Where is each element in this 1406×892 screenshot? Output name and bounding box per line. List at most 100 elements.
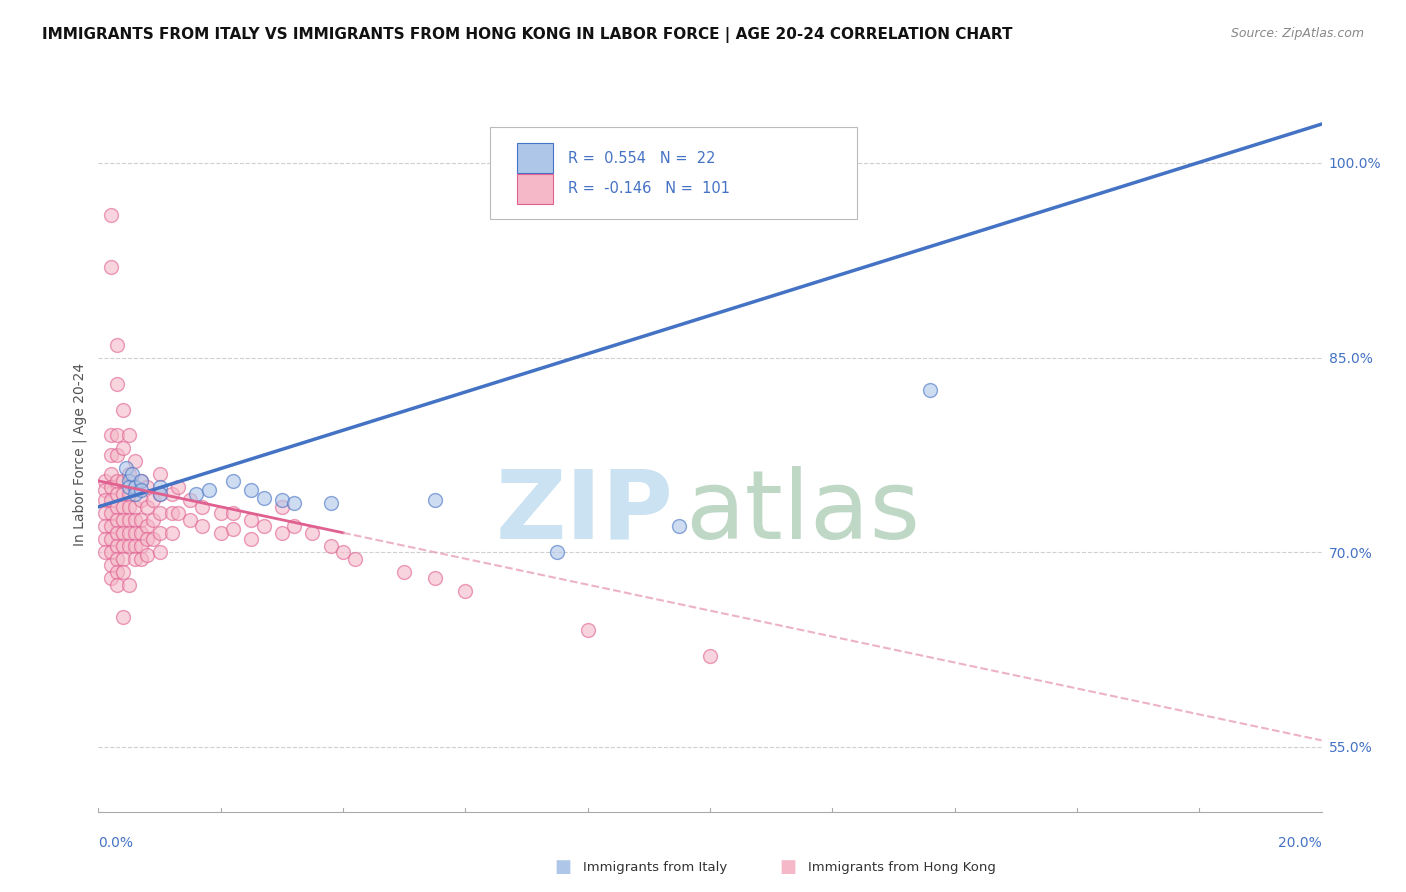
Point <box>129 525 152 540</box>
Point <box>240 513 263 527</box>
Point <box>93 519 115 533</box>
Text: Immigrants from Hong Kong: Immigrants from Hong Kong <box>808 861 997 873</box>
Text: R =  0.554   N =  22: R = 0.554 N = 22 <box>568 151 716 166</box>
Text: ■: ■ <box>779 858 796 876</box>
Point <box>124 480 146 494</box>
Point <box>142 533 165 547</box>
Point <box>111 402 134 417</box>
Point <box>111 551 134 566</box>
Point <box>240 483 263 497</box>
Point <box>111 610 134 624</box>
Point <box>160 487 183 501</box>
Point <box>283 496 305 510</box>
Point <box>105 551 128 566</box>
Point <box>222 474 245 488</box>
Point <box>668 519 690 533</box>
Point <box>222 522 245 536</box>
Point <box>129 551 152 566</box>
Point <box>111 513 134 527</box>
Point <box>167 506 190 520</box>
Point <box>270 500 292 514</box>
Point <box>160 525 183 540</box>
FancyBboxPatch shape <box>489 127 856 219</box>
Point <box>111 474 134 488</box>
Point <box>118 474 141 488</box>
Point <box>105 487 128 501</box>
Point <box>319 539 342 553</box>
Point <box>105 513 128 527</box>
Point <box>283 519 305 533</box>
Point <box>105 565 128 579</box>
Point <box>100 448 122 462</box>
Point <box>167 480 190 494</box>
Point <box>105 500 128 514</box>
Point <box>124 525 146 540</box>
Y-axis label: In Labor Force | Age 20-24: In Labor Force | Age 20-24 <box>73 363 87 547</box>
Point <box>105 376 128 391</box>
Point <box>100 428 122 442</box>
Point <box>105 539 128 553</box>
Point <box>149 525 172 540</box>
Point <box>149 545 172 559</box>
Point <box>100 208 122 222</box>
Point <box>332 545 354 559</box>
Point <box>160 506 183 520</box>
Point <box>222 506 245 520</box>
Point <box>191 500 214 514</box>
Bar <box>517 143 554 173</box>
Point <box>129 539 152 553</box>
Point <box>124 513 146 527</box>
Point <box>100 506 122 520</box>
Point <box>576 623 599 637</box>
Point <box>100 260 122 274</box>
Point <box>118 577 141 591</box>
Text: Source: ZipAtlas.com: Source: ZipAtlas.com <box>1230 27 1364 40</box>
Point <box>105 448 128 462</box>
Point <box>129 483 152 497</box>
Point <box>129 474 152 488</box>
Point <box>105 577 128 591</box>
Point <box>118 500 141 514</box>
Point <box>319 496 342 510</box>
Point <box>454 584 477 599</box>
Text: IMMIGRANTS FROM ITALY VS IMMIGRANTS FROM HONG KONG IN LABOR FORCE | AGE 20-24 CO: IMMIGRANTS FROM ITALY VS IMMIGRANTS FROM… <box>42 27 1012 43</box>
Point <box>100 519 122 533</box>
Point <box>124 487 146 501</box>
Point <box>124 551 146 566</box>
Point <box>142 513 165 527</box>
Point <box>699 648 721 663</box>
Point <box>105 525 128 540</box>
Point <box>118 525 141 540</box>
Point <box>111 442 134 456</box>
Point <box>270 493 292 508</box>
Point <box>118 539 141 553</box>
Point <box>149 487 172 501</box>
Point <box>136 500 159 514</box>
Point <box>100 533 122 547</box>
Point <box>179 493 201 508</box>
Point <box>149 506 172 520</box>
Point <box>100 480 122 494</box>
Point <box>111 539 134 553</box>
Point <box>344 551 367 566</box>
Point <box>118 487 141 501</box>
Point <box>100 493 122 508</box>
Point <box>252 519 274 533</box>
Point <box>1188 818 1211 832</box>
Point <box>191 519 214 533</box>
Point <box>179 513 201 527</box>
Point <box>93 474 115 488</box>
Point <box>118 513 141 527</box>
Point <box>270 525 292 540</box>
Point <box>124 480 146 494</box>
Point <box>111 500 134 514</box>
Point <box>124 500 146 514</box>
Point <box>118 428 141 442</box>
Text: ■: ■ <box>554 858 571 876</box>
Point <box>124 454 146 468</box>
Text: Immigrants from Italy: Immigrants from Italy <box>583 861 728 873</box>
Point <box>115 461 138 475</box>
Point <box>118 467 141 482</box>
Point <box>105 337 128 351</box>
Point <box>129 474 152 488</box>
